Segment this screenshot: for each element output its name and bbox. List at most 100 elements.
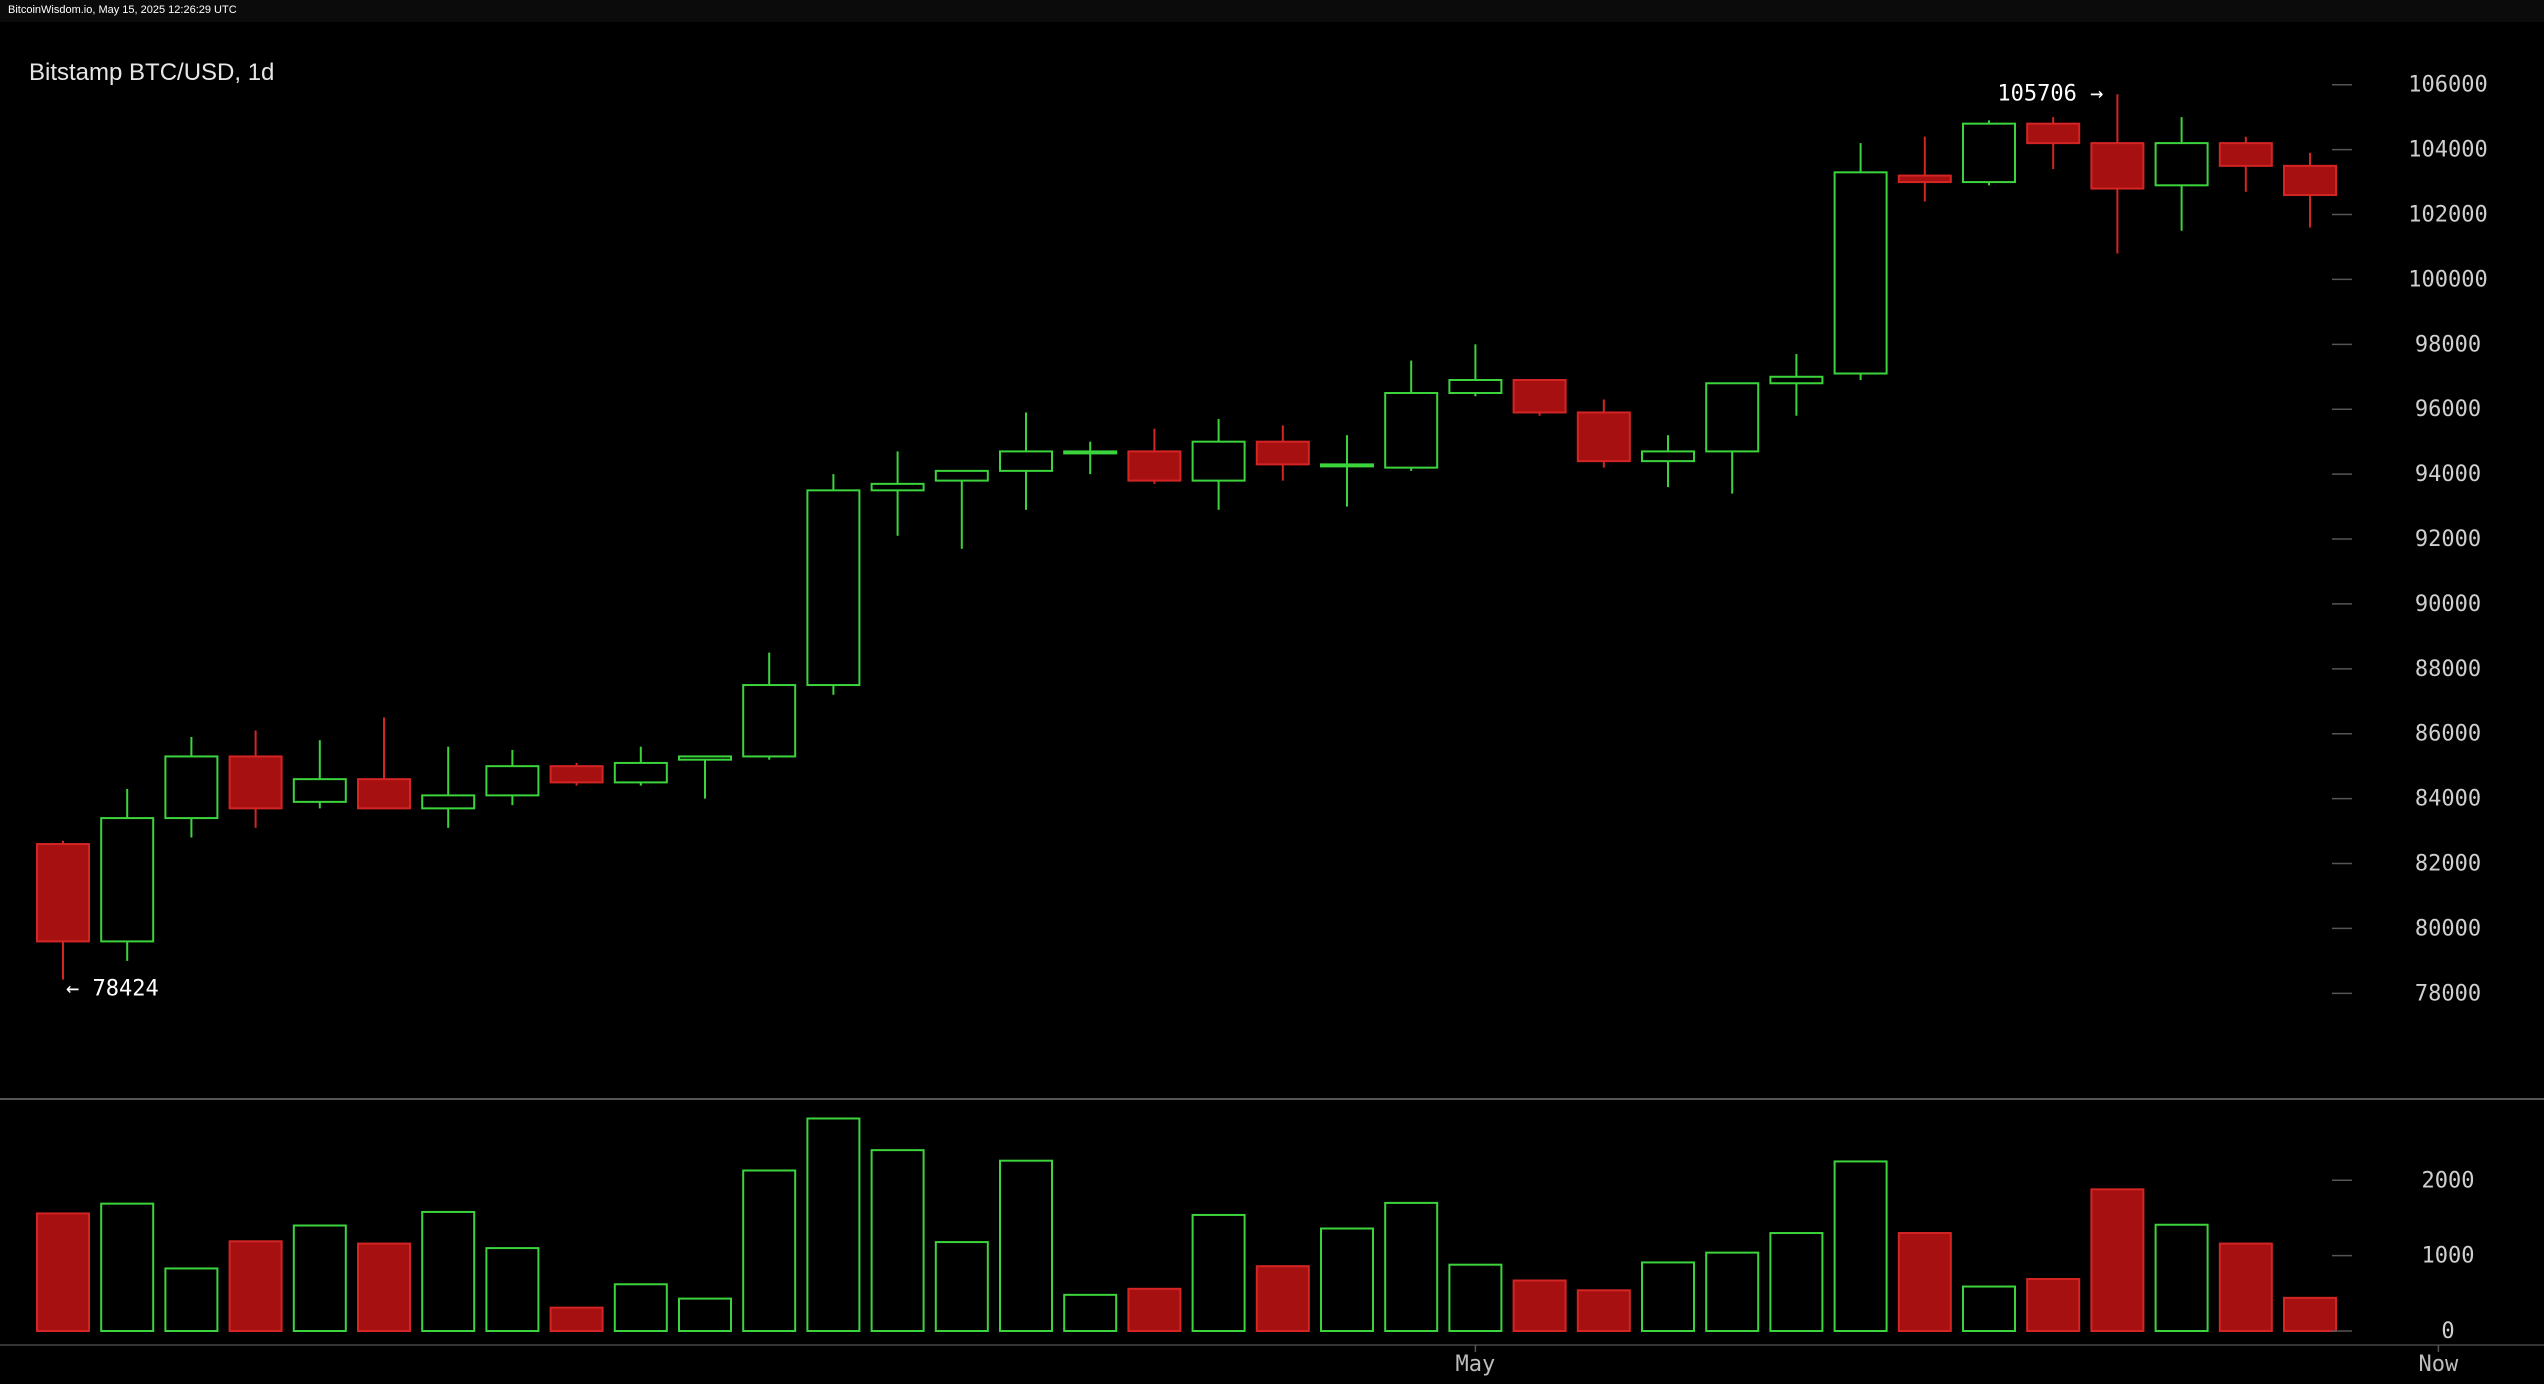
volume-bar (100, 1202, 155, 1333)
volume-bar (1769, 1232, 1824, 1333)
price-tick-label: 78000 (2415, 981, 2481, 1006)
chart-frame: Bitstamp BTC/USD, 1d 78000 80000 82000 8400… (0, 22, 2544, 1384)
candle (1191, 418, 1246, 510)
candle (678, 755, 732, 799)
x-tick-label: Now (2419, 1352, 2459, 1377)
price-tick-label: 80000 (2415, 916, 2481, 941)
candle (1448, 344, 1503, 397)
x-tick-label: May (1456, 1352, 1496, 1377)
candle-body (1897, 174, 1952, 184)
volume-bar (1641, 1261, 1695, 1333)
volume-bar (742, 1169, 797, 1332)
candle (421, 746, 476, 828)
volume-bar (870, 1149, 925, 1332)
candle-body (1384, 391, 1439, 469)
volume-bar (1448, 1263, 1503, 1332)
volume-bar (613, 1283, 668, 1332)
price-tick-label: 100000 (2408, 267, 2487, 292)
candle (485, 749, 540, 806)
candle-body (228, 755, 283, 810)
candle-body (2218, 142, 2273, 167)
chart-title: Bitstamp BTC/USD, 1d (29, 59, 275, 86)
volume-bar (1705, 1251, 1760, 1332)
candle (1833, 143, 1888, 381)
candle (806, 474, 861, 695)
volume-bar (228, 1240, 283, 1332)
volume-bar (806, 1117, 861, 1332)
candle-body (292, 778, 347, 803)
volume-bar (2154, 1223, 2209, 1333)
volume-bar (2090, 1188, 2145, 1333)
candle (1512, 379, 1567, 416)
candle-body (2283, 164, 2337, 197)
candlestick-chart: 78000 80000 82000 84000 86000 88000 90000 92000… (0, 73, 2544, 1377)
candle-body (1320, 463, 1374, 468)
price-tick-label: 84000 (2415, 787, 2481, 812)
candle-body (485, 765, 540, 797)
candle (1705, 382, 1760, 494)
candle (1641, 435, 1695, 488)
price-tick-label: 92000 (2415, 527, 2481, 552)
volume-bar (2218, 1242, 2273, 1332)
volume-bar (999, 1159, 1053, 1333)
candle (2154, 117, 2209, 231)
candle-body (1705, 382, 1760, 453)
candle-body (164, 755, 219, 820)
high-price-label: 105706 → (1997, 81, 2103, 106)
candle-body (421, 794, 476, 810)
candle (1769, 354, 1824, 416)
candle (1384, 360, 1439, 471)
low-price-label: ← 78424 (66, 977, 159, 1002)
candle (2218, 136, 2273, 192)
candle (2090, 94, 2145, 254)
candle-body (1641, 450, 1695, 463)
volume-bar (164, 1267, 219, 1333)
price-tick-label: 98000 (2415, 332, 2481, 357)
volume-bar (1320, 1227, 1374, 1332)
volume-tick-label: 1000 (2422, 1244, 2475, 1269)
candle (100, 788, 155, 961)
volume-bar (1897, 1232, 1952, 1333)
price-tick-label: 82000 (2415, 852, 2481, 877)
candle (1063, 441, 1118, 475)
candles-layer (36, 94, 2337, 980)
candle-body (100, 817, 155, 943)
volume-bar (1384, 1201, 1439, 1332)
candle-body (1191, 440, 1246, 482)
volume-bar (421, 1210, 476, 1332)
candle-body (613, 761, 668, 784)
price-tick-label: 96000 (2415, 397, 2481, 422)
volume-bar (1576, 1289, 1631, 1332)
candle (549, 762, 604, 786)
candle (742, 652, 797, 760)
volume-bar (1512, 1279, 1567, 1333)
candle (292, 740, 347, 809)
candle (2283, 152, 2337, 228)
candle-body (2026, 122, 2081, 145)
candle-body (1512, 379, 1567, 414)
candle-body (1127, 450, 1182, 482)
price-tick-label: 94000 (2415, 462, 2481, 487)
price-tick-label: 86000 (2415, 722, 2481, 747)
axes-layer: 78000 80000 82000 84000 86000 88000 90000 92000… (0, 73, 2544, 1377)
candle-body (934, 469, 989, 482)
volume-bar (1962, 1285, 2016, 1333)
candle (357, 717, 411, 810)
volume-bar (934, 1241, 989, 1333)
price-tick-label: 104000 (2408, 138, 2487, 163)
candle-body (806, 489, 861, 687)
volume-bar (1063, 1293, 1118, 1333)
annotations-layer: 105706 → ← 78424 (66, 81, 2103, 1001)
candle-body (2090, 142, 2145, 190)
price-tick-label: 88000 (2415, 657, 2481, 682)
source-timestamp: BitcoinWisdom.io, May 15, 2025 12:26:29 … (8, 4, 237, 16)
candle (1127, 428, 1182, 484)
candle (870, 451, 925, 536)
candle (228, 730, 283, 828)
candle-body (549, 765, 604, 784)
candle (1962, 120, 2016, 186)
candle (1320, 435, 1374, 507)
volume-tick-label: 2000 (2422, 1168, 2475, 1193)
volume-bar (1255, 1265, 1310, 1333)
candle-body (870, 482, 925, 492)
